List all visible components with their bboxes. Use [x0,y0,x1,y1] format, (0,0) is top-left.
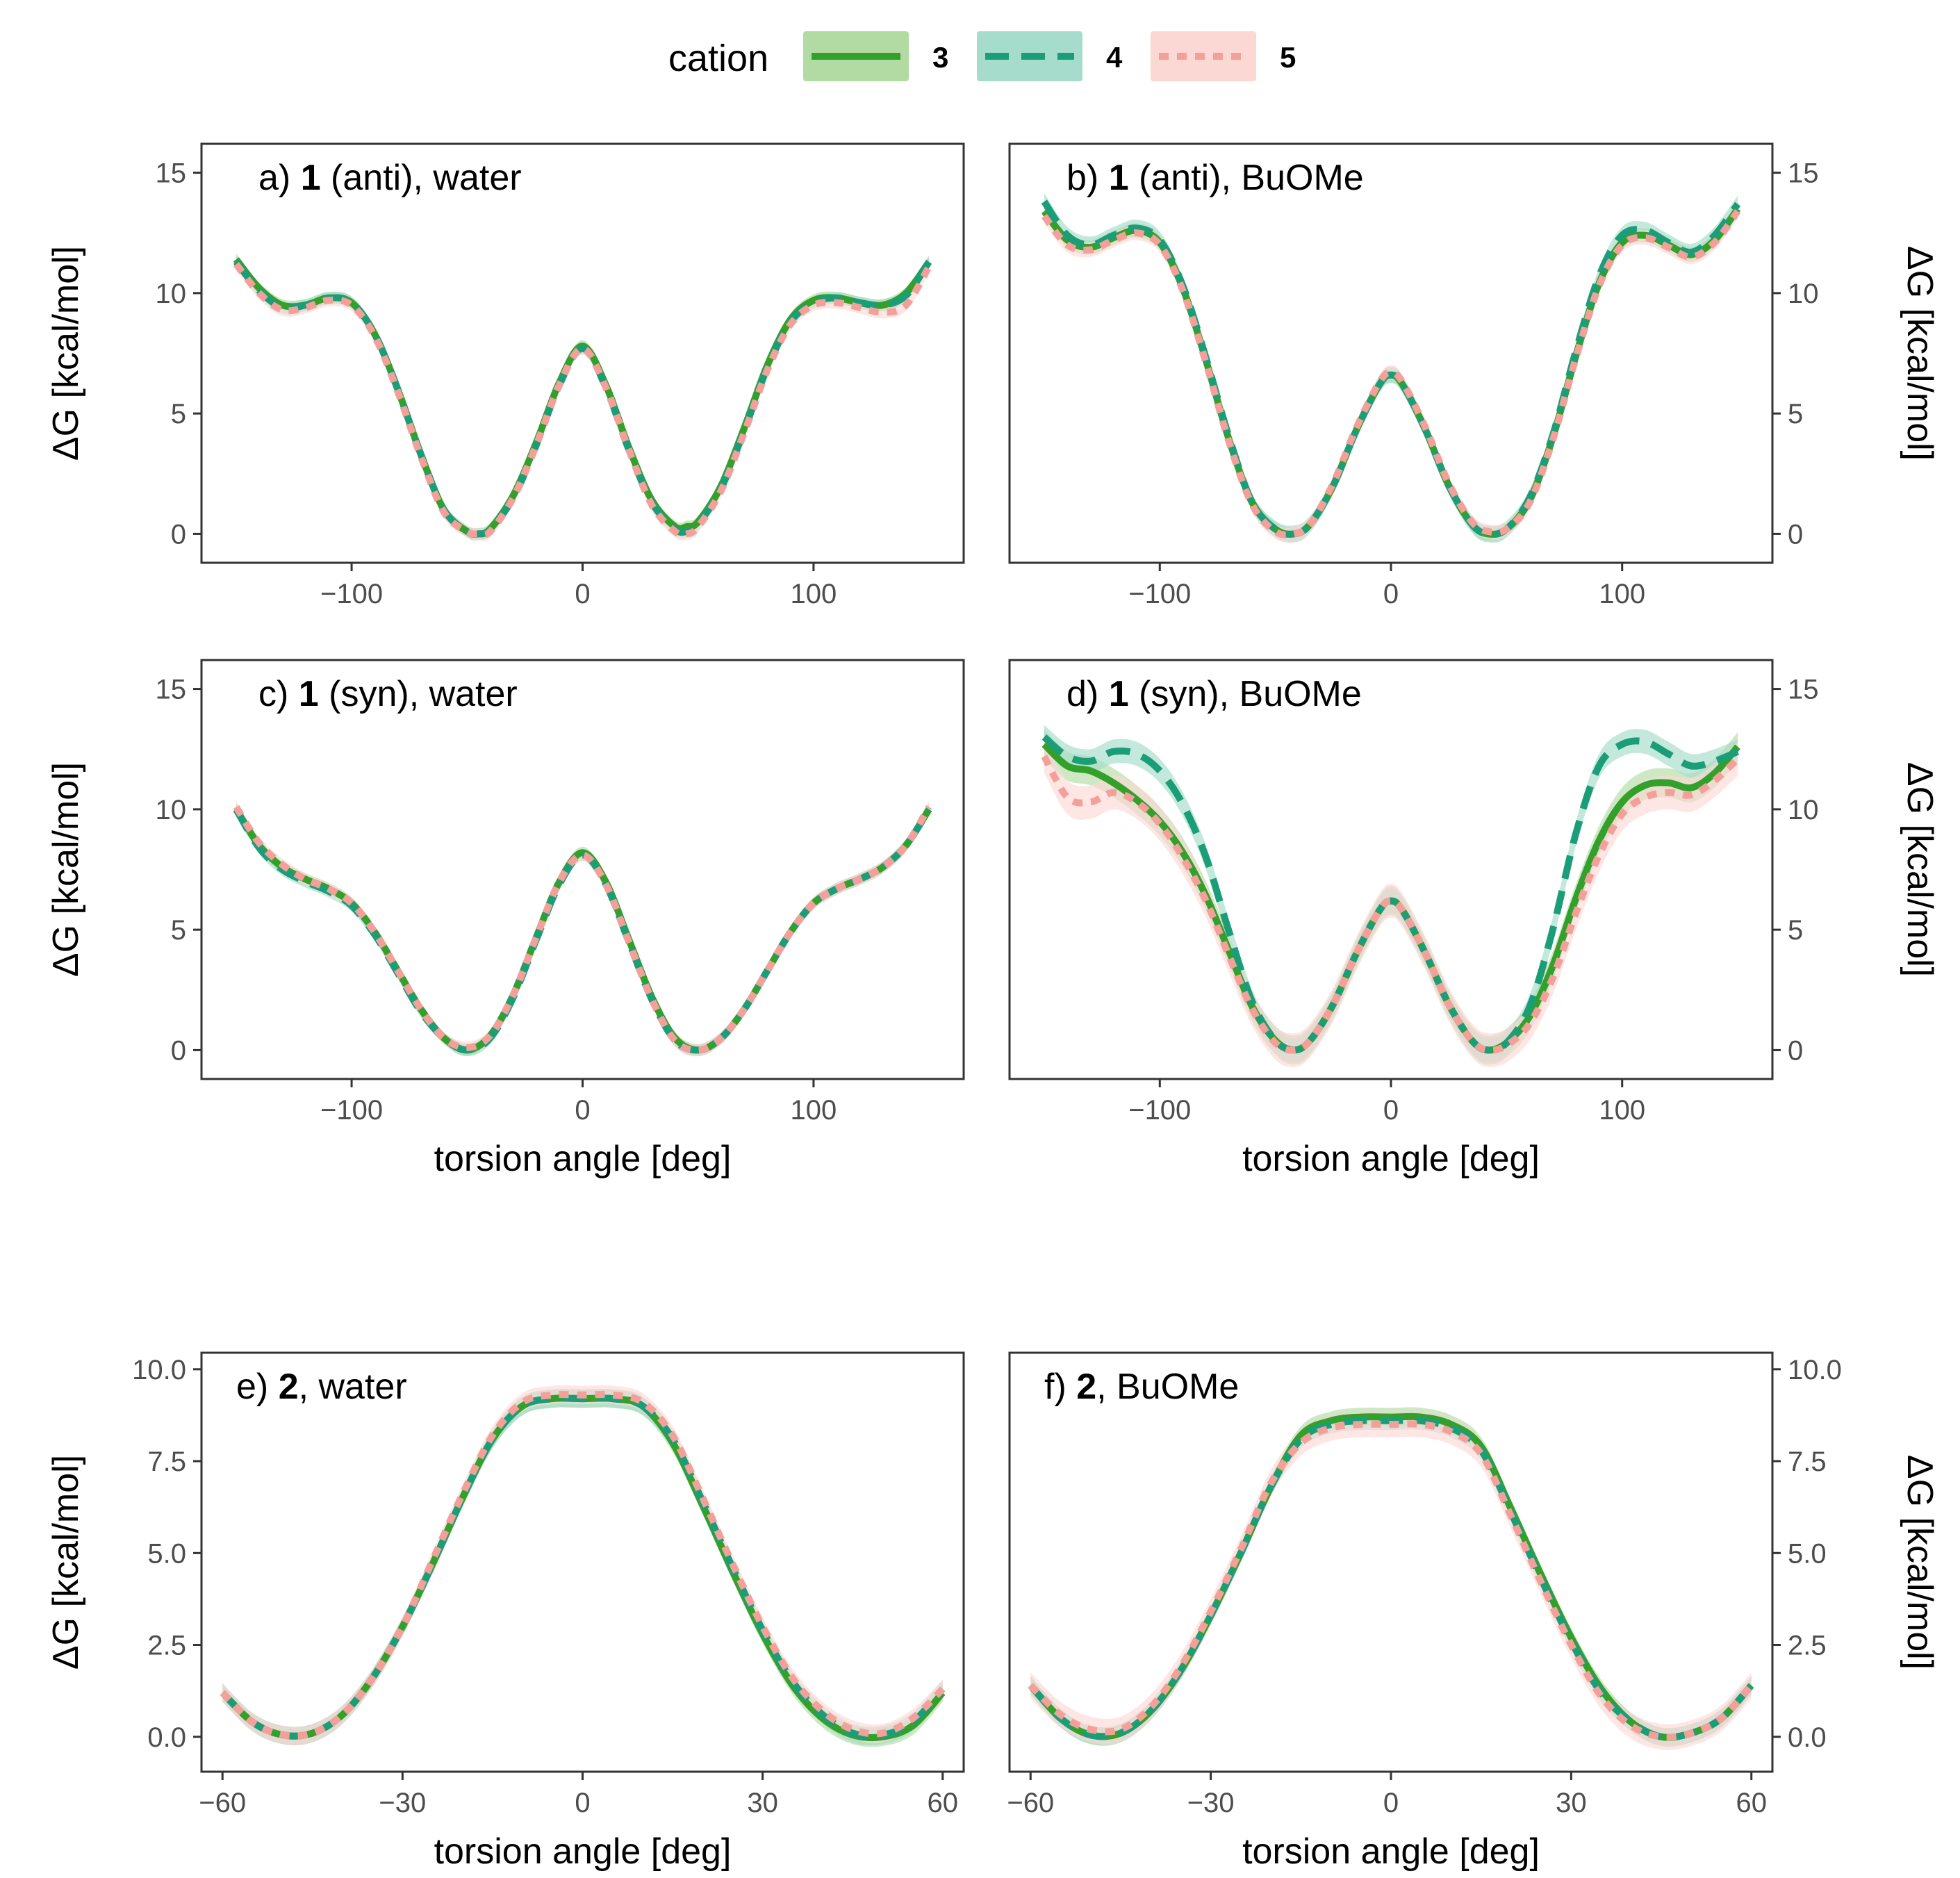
panel-c: −100 0 100 0 5 10 15 ΔG [kcal/mol] torsion angle… [46,659,965,1179]
y-tick-label: 15 [156,675,187,705]
plot-area-d [1041,725,1740,1068]
panel-f: −60 −30 0 30 60 0.0 2.5 5.0 7.5 10.0 ΔG [kcal/mol]… [1007,1351,1940,1872]
line-d-cation-4 [1041,734,1740,1054]
y-tick-label: 10 [1788,279,1819,309]
y-tick-label: 5.0 [147,1538,186,1569]
panel-title-d: d) 1 (syn), BuOMe [1067,674,1362,714]
line-b-cation-4 [1041,199,1741,538]
panel-title-f: f) 2, BuOMe [1044,1367,1239,1407]
y-tick-label: 2.5 [1788,1631,1827,1661]
legend-label-5: 5 [1280,41,1296,74]
y-tick-label: 15 [1788,675,1819,705]
y-tick-label: 10 [156,795,187,825]
x-axis-title: torsion angle [deg] [1242,1831,1540,1872]
x-axis-title: torsion angle [deg] [434,1831,732,1872]
x-tick-label: −60 [199,1788,246,1818]
y-tick-label: 10 [156,279,187,309]
y-tick-label: 0 [171,519,186,550]
y-tick-label: 15 [1788,158,1819,189]
panel-title-c: c) 1 (syn), water [258,674,518,714]
y-tick-label: 5 [171,399,186,429]
panel-title-a: a) 1 (anti), water [258,158,522,198]
legend-entry-5: 5 [1151,31,1296,81]
legend: cation 3 4 5 [668,31,1296,81]
line-e-cation-4 [220,1394,946,1740]
panel-d: −100 0 100 0 5 10 15 ΔG [kcal/mol] torsion angle… [1008,659,1940,1179]
y-tick-label: 10 [1788,795,1819,825]
x-tick-label: 100 [1599,1095,1645,1126]
y-tick-label: 0 [1788,519,1803,550]
y-tick-label: 0 [1788,1035,1803,1066]
y-tick-label: 10.0 [132,1355,186,1385]
plot-area-b [1041,193,1741,543]
panel-title-b: b) 1 (anti), BuOMe [1067,158,1364,198]
plot-area-e [220,1385,946,1747]
x-tick-label: 0 [575,1095,590,1126]
y-tick-label: 0 [171,1035,186,1066]
line-c-cation-5 [233,805,932,1054]
y-tick-label: 5.0 [1788,1538,1827,1569]
x-tick-label: 60 [1736,1788,1767,1818]
legend-entry-4: 4 [977,31,1123,81]
x-tick-label: 100 [1599,579,1645,609]
panel-a: −100 0 100 0 5 10 15 ΔG [kcal/mol] a) 1 (anti), … [46,142,965,609]
y-axis-title: ΔG [kcal/mol] [46,246,86,461]
panel-b: −100 0 100 0 5 10 15 ΔG [kcal/mol] b) 1 (anti), … [1008,142,1940,609]
x-tick-label: 0 [575,579,590,609]
y-axis-title: ΔG [kcal/mol] [46,1455,86,1670]
legend-entry-3: 3 [803,31,948,81]
y-tick-label: 5 [1788,399,1803,429]
x-tick-label: 0 [575,1788,590,1818]
y-axis-title: ΔG [kcal/mol] [1900,246,1940,461]
y-tick-label: 7.5 [1788,1447,1827,1477]
y-axis-title: ΔG [kcal/mol] [1900,762,1940,977]
x-tick-label: −100 [1128,1095,1191,1126]
y-tick-label: 15 [156,158,187,189]
y-tick-label: 0.0 [147,1722,186,1753]
line-a-cation-5 [233,262,932,538]
x-tick-label: −30 [379,1788,426,1818]
x-tick-label: 30 [747,1788,778,1818]
y-tick-label: 2.5 [147,1631,186,1661]
y-axis-title: ΔG [kcal/mol] [46,762,86,977]
line-e-cation-5 [220,1391,946,1740]
x-tick-label: −30 [1187,1788,1235,1818]
y-tick-label: 10.0 [1788,1355,1842,1385]
plot-area-c [233,800,932,1057]
x-axis-title: torsion angle [deg] [434,1139,732,1179]
x-tick-label: 0 [1383,1788,1399,1818]
x-tick-label: 100 [791,1095,837,1126]
legend-label-3: 3 [932,41,948,74]
x-tick-label: 0 [1383,579,1399,609]
legend-title: cation [668,38,768,79]
y-tick-label: 5 [171,915,186,946]
x-tick-label: −100 [1128,579,1191,609]
panel-title-e: e) 2, water [236,1367,407,1407]
x-tick-label: 30 [1556,1788,1587,1818]
line-a-cation-4 [233,259,932,538]
y-axis-title: ΔG [kcal/mol] [1900,1455,1940,1670]
plot-area-a [233,253,932,541]
x-axis-title: torsion angle [deg] [1242,1139,1540,1179]
y-tick-label: 0.0 [1788,1722,1827,1753]
x-tick-label: −100 [320,579,383,609]
x-tick-label: −100 [320,1095,383,1126]
legend-label-4: 4 [1106,41,1123,74]
x-tick-label: 60 [928,1788,959,1818]
line-f-cation-5 [1028,1420,1754,1741]
x-tick-label: −60 [1007,1788,1054,1818]
y-tick-label: 5 [1788,915,1803,946]
x-tick-label: 100 [791,579,837,609]
plot-area-f [1028,1407,1754,1750]
x-tick-label: 0 [1383,1095,1399,1126]
y-tick-label: 7.5 [147,1447,186,1477]
panel-e: −60 −30 0 30 60 0.0 2.5 5.0 7.5 10.0 ΔG [kcal/mol]… [46,1351,965,1872]
